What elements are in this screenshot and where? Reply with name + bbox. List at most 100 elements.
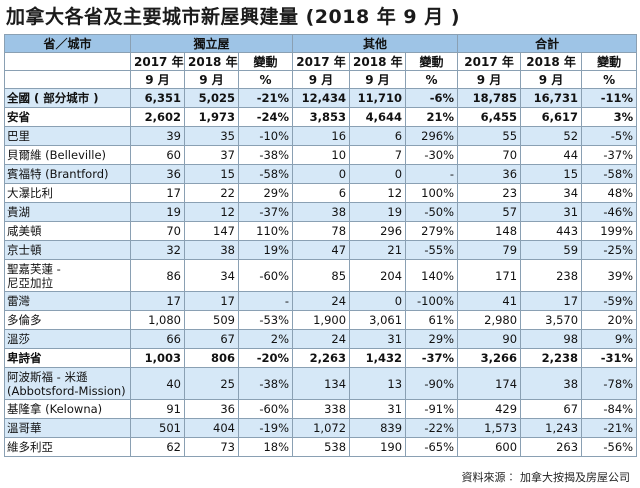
value-cell: 2,602 (130, 107, 185, 127)
value-cell: 1,973 (184, 107, 239, 127)
value-cell: 15 (184, 164, 239, 184)
table-row: 阿波斯福 - 米遜 (Abbotsford-Mission) 40 25 -38% 13… (4, 367, 638, 400)
percent-header: % (581, 70, 638, 89)
value-cell: 429 (457, 399, 522, 419)
value-cell: -60% (237, 259, 294, 292)
value-cell: 0 (349, 164, 407, 184)
value-cell: 48% (581, 183, 638, 203)
change-header: 變動 (237, 52, 294, 71)
value-cell: -46% (581, 202, 638, 222)
value-cell: 3,570 (520, 310, 583, 330)
value-cell: 19% (237, 240, 294, 260)
value-cell: -31% (581, 348, 638, 368)
city-cell: 阿波斯福 - 米遜 (Abbotsford-Mission) (4, 367, 131, 400)
value-cell: -58% (581, 164, 638, 184)
value-cell: -21% (581, 418, 638, 438)
value-cell: 134 (292, 367, 351, 400)
value-cell: 86 (130, 259, 185, 292)
value-cell: 279% (405, 221, 459, 241)
value-cell: 1,080 (130, 310, 185, 330)
table-title: 加拿大各省及主要城市新屋興建量 (2018 年 9 月 ) (6, 6, 461, 28)
value-cell: 12,434 (292, 88, 351, 108)
table-row: 維多利亞 62 73 18% 538 190 -65% 600 263 -56% (4, 437, 638, 457)
value-cell: -53% (237, 310, 294, 330)
value-cell: -100% (405, 291, 459, 311)
value-cell: 62 (130, 437, 185, 457)
value-cell: 41 (457, 291, 522, 311)
value-cell: 37 (184, 145, 239, 165)
value-cell: 443 (520, 221, 583, 241)
value-cell: -6% (405, 88, 459, 108)
value-cell: 2% (237, 329, 294, 349)
value-cell: 91 (130, 399, 185, 419)
housing-starts-table: 省／城市 獨立屋 其他 合計 2017 年 2018 年 變動 2017 年 2… (4, 34, 638, 457)
year-2018-header: 2018 年 (349, 52, 407, 71)
total-header: 合計 (457, 34, 638, 53)
city-cell: 大瀑比利 (4, 183, 131, 203)
value-cell: 1,432 (349, 348, 407, 368)
value-cell: -58% (237, 164, 294, 184)
value-cell: 204 (349, 259, 407, 292)
value-cell: 29% (405, 329, 459, 349)
value-cell: -30% (405, 145, 459, 165)
value-cell: 38 (184, 240, 239, 260)
change-header: 變動 (405, 52, 459, 71)
value-cell: 31 (349, 329, 407, 349)
month-header: 9 月 (292, 70, 351, 89)
value-cell: 1,072 (292, 418, 351, 438)
value-cell: 29% (237, 183, 294, 203)
value-cell: 3,853 (292, 107, 351, 127)
table-row: 多倫多 1,080 509 -53% 1,900 3,061 61% 2,980 3,570 20… (4, 310, 638, 330)
value-cell: 66 (130, 329, 185, 349)
value-cell: 6,351 (130, 88, 185, 108)
table-row: 聖嘉芙蓮 - 尼亞加拉 86 34 -60% 85 204 140% 171 238 39% (4, 259, 638, 292)
value-cell: 509 (184, 310, 239, 330)
value-cell: 44 (520, 145, 583, 165)
value-cell: 24 (292, 291, 351, 311)
value-cell: 12 (349, 183, 407, 203)
value-cell: 60 (130, 145, 185, 165)
blank-header (4, 70, 131, 89)
value-cell: 3% (581, 107, 638, 127)
value-cell: 57 (457, 202, 522, 222)
value-cell: 18,785 (457, 88, 522, 108)
value-cell: -38% (237, 367, 294, 400)
city-cell: 雷灣 (4, 291, 131, 311)
value-cell: 73 (184, 437, 239, 457)
table-row: 賓福特 (Brantford) 36 15 -58% 0 0-36 15 -58% (4, 164, 638, 184)
table-row: 咸美頓 70 147 110% 78 296 279% 148 443 199% (4, 221, 638, 241)
value-cell: -19% (237, 418, 294, 438)
value-cell: 35 (184, 126, 239, 146)
value-cell: 47 (292, 240, 351, 260)
value-cell: 16 (292, 126, 351, 146)
year-2018-header: 2018 年 (184, 52, 239, 71)
value-cell: 600 (457, 437, 522, 457)
value-cell: 404 (184, 418, 239, 438)
city-cell: 京士頓 (4, 240, 131, 260)
value-cell: 2,263 (292, 348, 351, 368)
month-header: 9 月 (130, 70, 185, 89)
month-header: 9 月 (349, 70, 407, 89)
region-header: 省／城市 (4, 34, 131, 53)
value-cell: 52 (520, 126, 583, 146)
value-cell: -11% (581, 88, 638, 108)
value-cell: 1,573 (457, 418, 522, 438)
value-cell: 4,644 (349, 107, 407, 127)
value-cell: 36 (457, 164, 522, 184)
value-cell: 7 (349, 145, 407, 165)
value-cell: 19 (130, 202, 185, 222)
value-cell: 17 (520, 291, 583, 311)
value-cell: 67 (520, 399, 583, 419)
value-cell: 11,710 (349, 88, 407, 108)
value-cell: 59 (520, 240, 583, 260)
value-cell: 148 (457, 221, 522, 241)
year-2017-header: 2017 年 (130, 52, 185, 71)
value-cell: 34 (520, 183, 583, 203)
value-cell: 538 (292, 437, 351, 457)
value-cell: 90 (457, 329, 522, 349)
value-cell: 5,025 (184, 88, 239, 108)
value-cell: 70 (130, 221, 185, 241)
table-row: 大瀑比利 17 22 29% 6 12 100% 23 34 48% (4, 183, 638, 203)
value-cell: 55 (457, 126, 522, 146)
value-cell: -5% (581, 126, 638, 146)
